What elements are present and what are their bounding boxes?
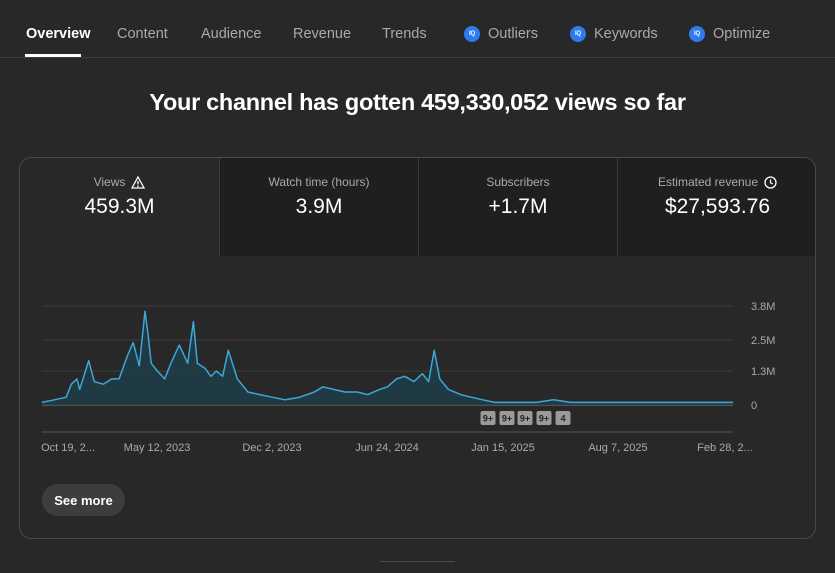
annotation-marker-label: 9+ <box>539 414 549 424</box>
tab-label: Trends <box>382 26 427 42</box>
x-tick-label: Aug 7, 2025 <box>588 442 647 454</box>
metric-value: $27,593.76 <box>664 195 771 218</box>
metric-value: +1.7M <box>488 195 548 218</box>
metric-value: 459.3M <box>84 195 155 218</box>
tab-audience[interactable]: Audience <box>201 26 261 42</box>
tab-revenue[interactable]: Revenue <box>293 26 351 42</box>
iq-badge-icon: IQ <box>570 26 586 42</box>
see-more-button[interactable]: See more <box>42 484 125 516</box>
x-tick-label: Dec 2, 2023 <box>242 442 301 454</box>
metric-label: Subscribers <box>486 175 550 189</box>
metric-label: Views <box>93 175 126 189</box>
y-tick-label: 3.8M <box>751 301 775 313</box>
annotation-marker[interactable]: 9+ <box>480 411 496 425</box>
page-headline: Your channel has gotten 459,330,052 view… <box>149 89 686 115</box>
x-tick-label: Oct 19, 2... <box>41 442 95 454</box>
x-tick-label: Jan 15, 2025 <box>471 442 535 454</box>
tab-label: Optimize <box>713 26 771 42</box>
y-tick-label: 1.3M <box>751 366 775 378</box>
tab-label: Content <box>117 26 168 42</box>
metric-value: 3.9M <box>295 195 343 218</box>
annotation-marker-label: 4 <box>560 414 565 424</box>
tab-keywords[interactable]: IQ Keywords <box>570 26 658 42</box>
tab-label: Revenue <box>293 26 352 42</box>
annotation-marker[interactable]: 9+ <box>517 411 533 425</box>
metric-watch-time-tab[interactable]: Watch time (hours) 3.9M <box>219 158 418 256</box>
metric-label: Estimated revenue <box>657 175 759 189</box>
iq-badge-icon: IQ <box>689 26 705 42</box>
y-tick-label: 0 <box>751 400 757 412</box>
active-tab-indicator <box>25 54 81 57</box>
annotation-marker-label: 9+ <box>483 414 493 424</box>
annotation-marker[interactable]: 4 <box>555 411 571 425</box>
annotation-marker-label: 9+ <box>502 414 512 424</box>
warning-icon <box>131 175 146 189</box>
views-area <box>42 311 733 405</box>
tab-label: Overview <box>26 26 91 42</box>
tab-overview[interactable]: Overview <box>26 26 91 42</box>
annotation-marker-label: 9+ <box>520 414 530 424</box>
annotation-marker[interactable]: 9+ <box>499 411 515 425</box>
tab-label: Outliers <box>488 26 538 42</box>
divider <box>380 561 455 562</box>
tab-optimize[interactable]: IQ Optimize <box>689 26 770 42</box>
iq-badge-icon: IQ <box>464 26 480 42</box>
metric-subscribers-tab[interactable]: Subscribers +1.7M <box>418 158 617 256</box>
tab-outliers[interactable]: IQ Outliers <box>464 26 538 42</box>
tab-bar: Overview Content Audience Revenue Trends IQ Ou… <box>0 0 835 58</box>
metric-views-tab[interactable]: Views 459.3M <box>20 158 219 256</box>
x-tick-label: May 12, 2023 <box>124 442 191 454</box>
metric-label: Watch time (hours) <box>268 175 370 189</box>
views-series-line[interactable] <box>41 310 733 404</box>
tab-label: Audience <box>201 26 262 42</box>
tab-label: Keywords <box>594 26 658 42</box>
clock-icon <box>764 175 777 189</box>
x-tick-label: Jun 24, 2024 <box>355 442 419 454</box>
y-tick-label: 2.5M <box>751 335 775 347</box>
annotation-marker[interactable]: 9+ <box>536 411 552 425</box>
x-tick-label: Feb 28, 2... <box>697 442 753 454</box>
tab-content[interactable]: Content <box>117 26 168 42</box>
metric-revenue-tab[interactable]: Estimated revenue $27,593.76 <box>617 158 815 256</box>
tab-trends[interactable]: Trends <box>382 26 427 42</box>
views-chart: 3.8M 2.5M 1.3M 0 Oct 19, 2... May 12, 2023 Dec… <box>41 301 775 454</box>
overview-card: Views 459.3M Watch time (hours) 3.9M Sub… <box>19 157 816 539</box>
